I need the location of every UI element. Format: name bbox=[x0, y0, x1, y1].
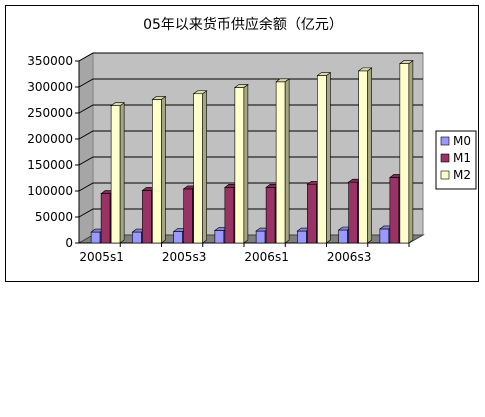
bar-M2-2005s3 bbox=[192, 90, 208, 244]
legend: M0 M1 M2 bbox=[435, 130, 477, 190]
legend-swatch-M0 bbox=[440, 136, 450, 146]
bar-front bbox=[234, 87, 245, 244]
bar-front bbox=[379, 228, 390, 244]
bar-top bbox=[398, 60, 414, 64]
bar-front bbox=[100, 193, 111, 244]
bar-M2-2005s4 bbox=[233, 83, 249, 244]
legend-label-M2: M2 bbox=[453, 168, 471, 182]
bar-front bbox=[265, 187, 276, 244]
bar-side bbox=[408, 59, 414, 244]
y-tick-label: 350000 bbox=[27, 54, 73, 68]
x-tick-label: 2006s3 bbox=[327, 250, 371, 264]
bar-front bbox=[338, 229, 348, 244]
bar-top bbox=[357, 67, 373, 72]
y-tick-label: 100000 bbox=[27, 184, 73, 198]
gridline bbox=[78, 78, 423, 88]
bar-top bbox=[275, 78, 291, 83]
bar-M2-2006s2 bbox=[316, 71, 332, 244]
gridline bbox=[78, 130, 423, 140]
y-tick-label: 150000 bbox=[27, 158, 73, 172]
bar-front bbox=[173, 231, 183, 244]
bar-front bbox=[214, 230, 225, 244]
bar-front bbox=[275, 81, 286, 244]
gridline bbox=[78, 104, 423, 114]
bar-front bbox=[317, 75, 327, 244]
plot-area: 0 50000 100000 150000 200000 250000 300000 3500… bbox=[27, 52, 425, 264]
bar-front bbox=[358, 70, 368, 244]
bar-front bbox=[193, 93, 203, 244]
y-tick-label: 0 bbox=[65, 236, 73, 250]
bar-front bbox=[348, 181, 358, 244]
bar-front bbox=[110, 105, 121, 244]
legend-swatch-M1 bbox=[440, 153, 450, 163]
y-tick-label: 50000 bbox=[35, 210, 73, 224]
bar-M2-2005s1 bbox=[110, 102, 126, 244]
bar-front bbox=[183, 188, 193, 244]
gridline bbox=[78, 52, 423, 62]
bar-M2-2006s1 bbox=[275, 78, 291, 244]
chart-title: 05年以来货币供应余额（亿元） bbox=[143, 16, 343, 33]
y-tick-label: 300000 bbox=[27, 80, 73, 94]
bar-front bbox=[142, 190, 152, 244]
side-wall bbox=[78, 52, 94, 244]
bar-front bbox=[224, 187, 235, 244]
bar-front bbox=[399, 63, 410, 244]
gridline bbox=[78, 156, 423, 166]
bar-front bbox=[255, 230, 266, 244]
bar-side bbox=[284, 78, 290, 244]
legend-label-M1: M1 bbox=[453, 151, 471, 165]
bar-side bbox=[367, 67, 372, 244]
bar-M2-2005s2 bbox=[151, 95, 167, 244]
bar-top bbox=[110, 102, 126, 107]
legend-swatch-M2 bbox=[440, 170, 450, 180]
bar-M2-2006s3 bbox=[357, 67, 373, 244]
bar-side bbox=[161, 95, 166, 244]
x-tick-label: 2006s1 bbox=[244, 250, 288, 264]
bar-front bbox=[389, 177, 400, 244]
bar-front bbox=[152, 99, 162, 244]
x-tick-label: 2005s3 bbox=[162, 250, 206, 264]
bar-side bbox=[326, 71, 331, 244]
legend-label-M0: M0 bbox=[453, 134, 471, 148]
bar-front bbox=[307, 183, 317, 244]
bar-front bbox=[297, 230, 307, 244]
bar-top bbox=[233, 84, 249, 88]
bar-top bbox=[151, 96, 167, 100]
bar-side bbox=[202, 90, 207, 244]
bar-front bbox=[132, 231, 142, 244]
bar-side bbox=[119, 102, 125, 244]
y-tick-label: 200000 bbox=[27, 132, 73, 146]
chart: 05年以来货币供应余额（亿元） 0 50000 100000 150000 200000… bbox=[27, 16, 477, 264]
bar-front bbox=[90, 231, 101, 244]
bar-side bbox=[243, 83, 249, 244]
x-tick-label: 2005s1 bbox=[79, 250, 123, 264]
bar-top bbox=[192, 90, 208, 95]
bar-top bbox=[316, 72, 332, 76]
y-tick-label: 250000 bbox=[27, 106, 73, 120]
chart-frame: 05年以来货币供应余额（亿元） 0 50000 100000 150000 200000… bbox=[5, 5, 479, 282]
bar-M2-2006s4 bbox=[398, 59, 414, 244]
